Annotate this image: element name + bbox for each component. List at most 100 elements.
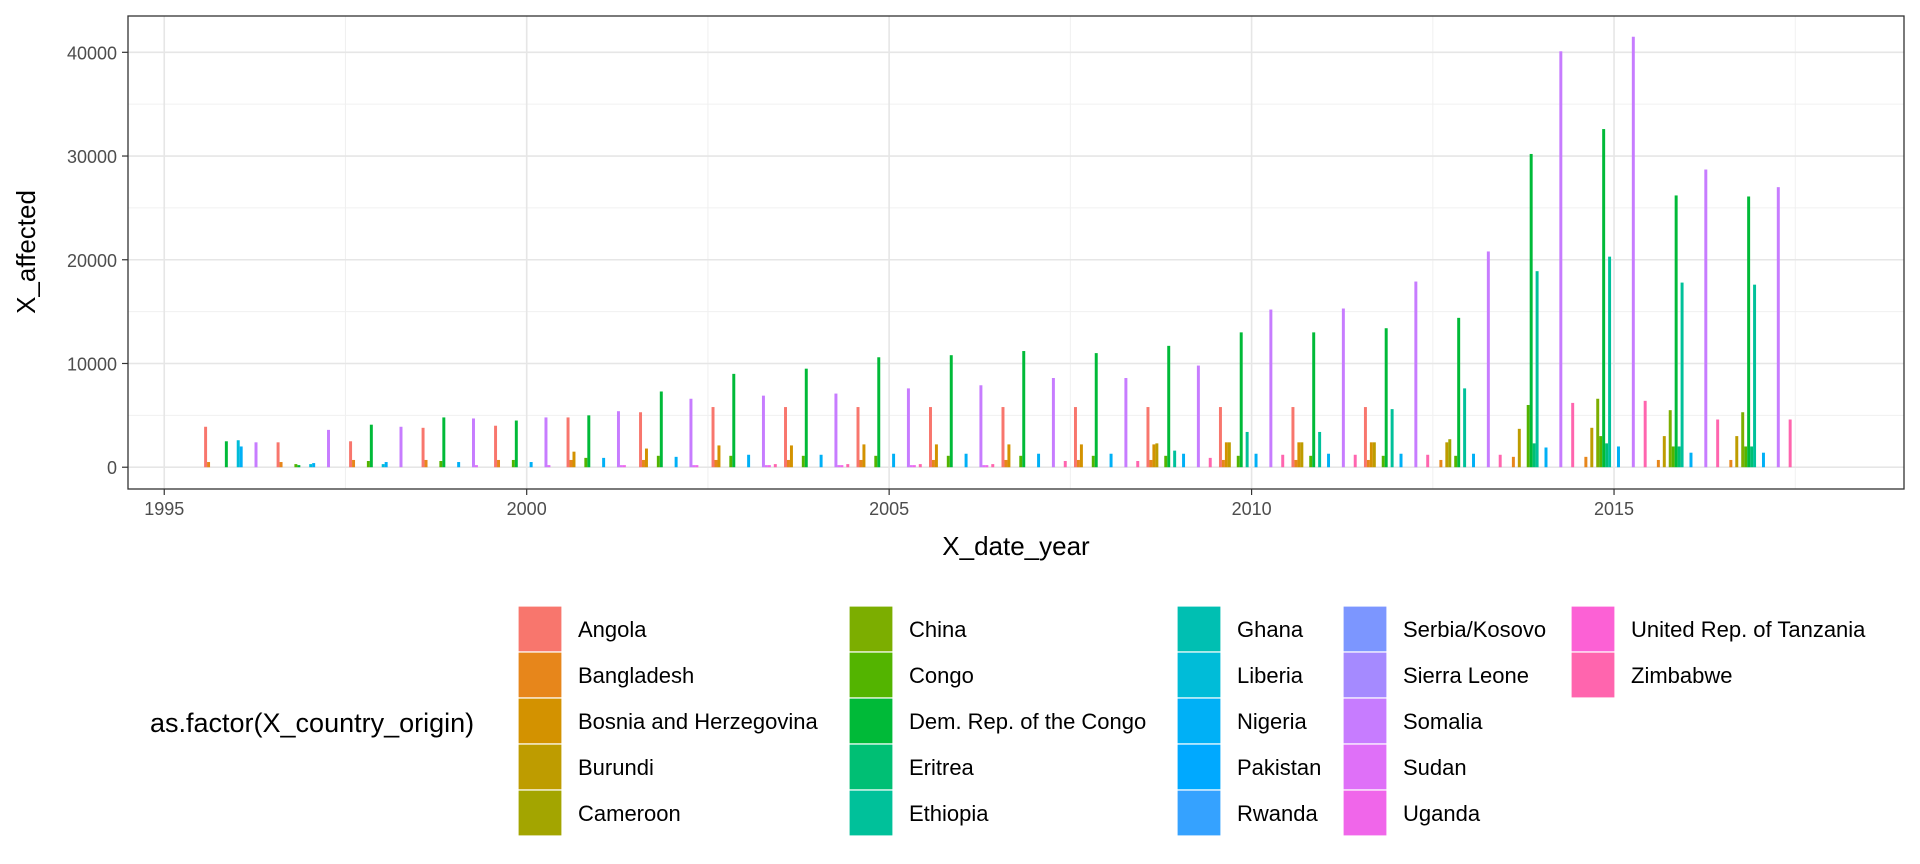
- bar-bosnia-and-herzegovina-2003: [717, 445, 721, 468]
- bar-bangladesh-1996: [207, 462, 211, 468]
- bar-bangladesh-2005: [859, 459, 863, 468]
- bar-bangladesh-2010: [1221, 459, 1225, 468]
- bar-eritrea-2014: [1532, 443, 1536, 468]
- legend-item-angola: Angola: [517, 605, 647, 653]
- legend-label: Ethiopia: [909, 801, 989, 826]
- bar-congo-2001: [584, 457, 588, 468]
- bar-somalia-1999: [471, 418, 475, 468]
- bar-dem-rep-of-the-congo-2015: [1602, 129, 1606, 468]
- year-group-2003: [711, 373, 777, 468]
- bar-angola-2003: [711, 407, 715, 468]
- bar-dem-rep-of-the-congo-1999: [442, 417, 446, 468]
- bar-dem-rep-of-the-congo-2012: [1384, 328, 1388, 468]
- x-tick-label: 2015: [1594, 499, 1634, 519]
- bar-bosnia-and-herzegovina-2007: [1007, 444, 1011, 468]
- y-tick-label: 40000: [67, 43, 117, 63]
- bar-dem-rep-of-the-congo-2007: [1022, 351, 1026, 468]
- bar-dem-rep-of-the-congo-1998: [369, 424, 373, 468]
- bar-zimbabwe-2009: [1208, 457, 1212, 468]
- bar-bosnia-and-herzegovina-2010: [1224, 442, 1228, 468]
- bar-sudan-2001: [619, 465, 623, 468]
- bar-congo-2006: [946, 455, 950, 468]
- bar-bosnia-and-herzegovina-2009: [1152, 444, 1156, 468]
- bar-china-2016: [1668, 410, 1672, 468]
- bar-sudan-2005: [909, 465, 913, 468]
- bar-bangladesh-2006: [931, 459, 935, 468]
- legend-item-serbia-kosovo: Serbia/Kosovo: [1342, 605, 1546, 653]
- year-group-1998: [349, 424, 403, 468]
- bar-burundi-2012: [1372, 442, 1376, 468]
- bar-nigeria-2006: [964, 453, 968, 468]
- legend-item-ethiopia: Ethiopia: [848, 789, 989, 837]
- bar-somalia-2017: [1776, 187, 1780, 468]
- bar-bosnia-and-herzegovina-2004: [789, 445, 793, 468]
- legend-label: Sierra Leone: [1403, 663, 1529, 688]
- legend-label: Eritrea: [909, 755, 975, 780]
- bar-bosnia-and-herzegovina-2002: [644, 448, 648, 468]
- legend-key: [1342, 789, 1388, 837]
- legend-item-sierra-leone: Sierra Leone: [1342, 651, 1529, 699]
- year-group-2008: [1073, 353, 1140, 468]
- legend-item-eritrea: Eritrea: [848, 743, 975, 791]
- legend-item-united-rep-of-tanzania: United Rep. of Tanzania: [1570, 605, 1866, 653]
- bar-uganda-2002: [695, 465, 699, 468]
- legend-key: [848, 651, 894, 699]
- bar-congo-2005: [874, 455, 878, 468]
- bar-nigeria-2017: [1761, 452, 1765, 468]
- legend-item-bosnia-and-herzegovina: Bosnia and Herzegovina: [517, 697, 818, 745]
- year-group-2012: [1363, 281, 1430, 468]
- bar-nigeria-2002: [674, 456, 678, 468]
- legend-label: Bosnia and Herzegovina: [578, 709, 818, 734]
- bar-bosnia-and-herzegovina-2005: [862, 444, 866, 468]
- bar-somalia-2001: [616, 411, 620, 468]
- bar-eritrea-2015: [1605, 443, 1609, 468]
- bar-congo-2003: [729, 455, 733, 468]
- legend-label: Burundi: [578, 755, 654, 780]
- bar-somalia-2015: [1631, 36, 1635, 468]
- bar-dem-rep-of-the-congo-2001: [587, 415, 591, 468]
- legend-key: [517, 651, 563, 699]
- bar-nigeria-2013: [1472, 453, 1475, 468]
- y-tick-label: 0: [107, 458, 117, 478]
- bar-congo-2011: [1309, 455, 1313, 468]
- bar-bangladesh-2001: [569, 459, 573, 468]
- legend-item-somalia: Somalia: [1342, 697, 1483, 745]
- y-axis-title: X_affected: [11, 190, 41, 314]
- bar-congo-2000: [511, 459, 515, 468]
- legend-key: [517, 605, 563, 653]
- year-group-2009: [1146, 345, 1212, 468]
- bar-somalia-2012: [1414, 281, 1418, 468]
- bar-ethiopia-2012: [1390, 409, 1394, 468]
- legend-key: [848, 743, 894, 791]
- bar-congo-1997: [294, 464, 298, 468]
- year-group-1997: [276, 429, 330, 468]
- panel-background: [128, 16, 1904, 489]
- bar-nigeria-2010: [1254, 453, 1258, 468]
- legend-key: [1342, 743, 1388, 791]
- bar-nigeria-2014: [1544, 447, 1548, 468]
- bar-dem-rep-of-the-congo-2014: [1529, 153, 1533, 468]
- legend-label: Dem. Rep. of the Congo: [909, 709, 1146, 734]
- bar-dem-rep-of-the-congo-2005: [877, 357, 881, 468]
- bar-bangladesh-2017: [1729, 459, 1733, 468]
- bar-dem-rep-of-the-congo-2008: [1094, 353, 1098, 468]
- bar-burundi-2017: [1735, 436, 1739, 468]
- legend-key: [1570, 651, 1616, 699]
- bar-zimbabwe-2016: [1716, 419, 1720, 468]
- bar-dem-rep-of-the-congo-1996: [224, 441, 228, 468]
- legend: as.factor(X_country_origin) Angola Bangla…: [150, 605, 1866, 837]
- bar-sudan-2006: [982, 465, 986, 468]
- bar-bangladesh-2015: [1584, 456, 1588, 468]
- legend-key: [1176, 789, 1222, 837]
- bar-zimbabwe-2015: [1643, 400, 1647, 468]
- bar-nigeria-2008: [1109, 453, 1113, 468]
- legend-label: Cameroon: [578, 801, 681, 826]
- bar-angola-2001: [566, 417, 570, 468]
- bar-zimbabwe-2004: [846, 464, 850, 468]
- legend-key: [1570, 605, 1616, 653]
- bar-somalia-2008: [1124, 378, 1128, 468]
- bar-nigeria-1999: [457, 462, 461, 468]
- bar-somalia-1998: [399, 426, 403, 468]
- bar-zimbabwe-2007: [1063, 460, 1067, 468]
- bar-burundi-2015: [1590, 427, 1594, 468]
